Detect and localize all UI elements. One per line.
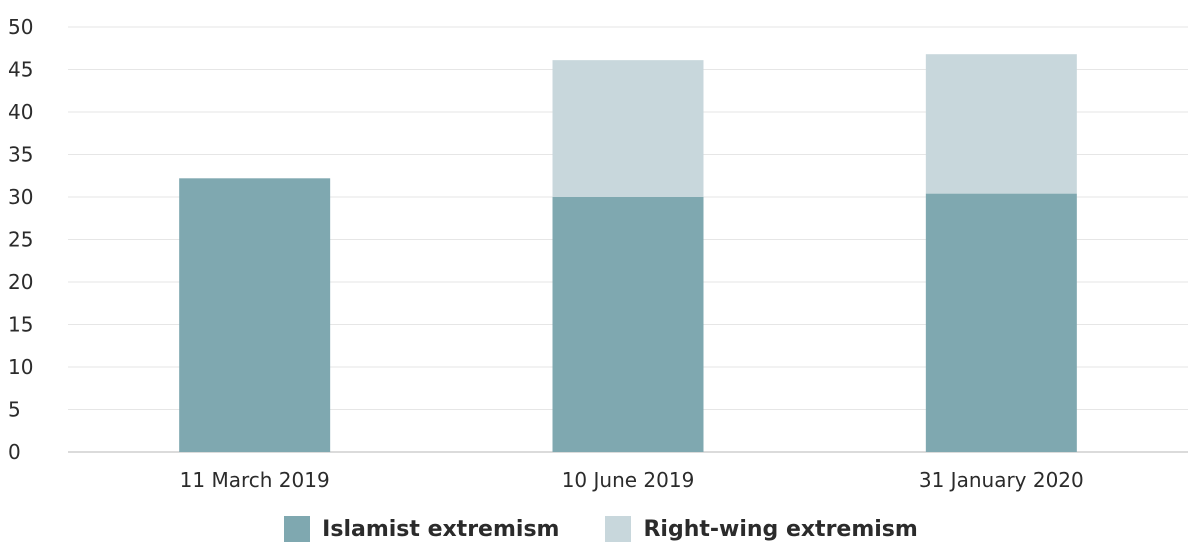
x-category-label: 11 March 2019 [180, 468, 330, 492]
x-category-label: 10 June 2019 [562, 468, 695, 492]
bars [179, 54, 1077, 453]
legend-swatch-islamist [284, 516, 311, 542]
y-tick-label: 30 [8, 185, 33, 209]
y-tick-label: 5 [8, 398, 21, 422]
y-tick-label: 35 [8, 143, 33, 167]
legend-item-right-wing: Right-wing extremism [605, 516, 918, 542]
y-tick-label: 10 [8, 355, 33, 379]
bar-right-wing-1 [552, 60, 704, 198]
y-axis-ticks: 0 5 10 15 20 25 30 35 40 45 50 [8, 15, 33, 464]
legend-item-islamist: Islamist extremism [284, 516, 559, 542]
legend-label-right-wing: Right-wing extremism [643, 516, 918, 542]
bar-islamist-1 [552, 197, 704, 452]
legend-swatch-right-wing [605, 516, 632, 542]
y-tick-label: 40 [8, 100, 33, 124]
bar-right-wing-2 [925, 54, 1077, 194]
bar-islamist-2 [925, 193, 1077, 452]
y-tick-label: 25 [8, 228, 33, 252]
legend: Islamist extremism Right-wing extremism [0, 516, 1202, 542]
x-axis-categories: 11 March 2019 10 June 2019 31 January 2020 [180, 468, 1084, 492]
y-tick-label: 15 [8, 313, 33, 337]
x-category-label: 31 January 2020 [919, 468, 1084, 492]
legend-label-islamist: Islamist extremism [322, 516, 560, 542]
bar-islamist-0 [179, 178, 331, 453]
y-tick-label: 20 [8, 270, 33, 294]
y-tick-label: 50 [8, 15, 33, 39]
y-tick-label: 0 [8, 440, 21, 464]
y-tick-label: 45 [8, 58, 33, 82]
